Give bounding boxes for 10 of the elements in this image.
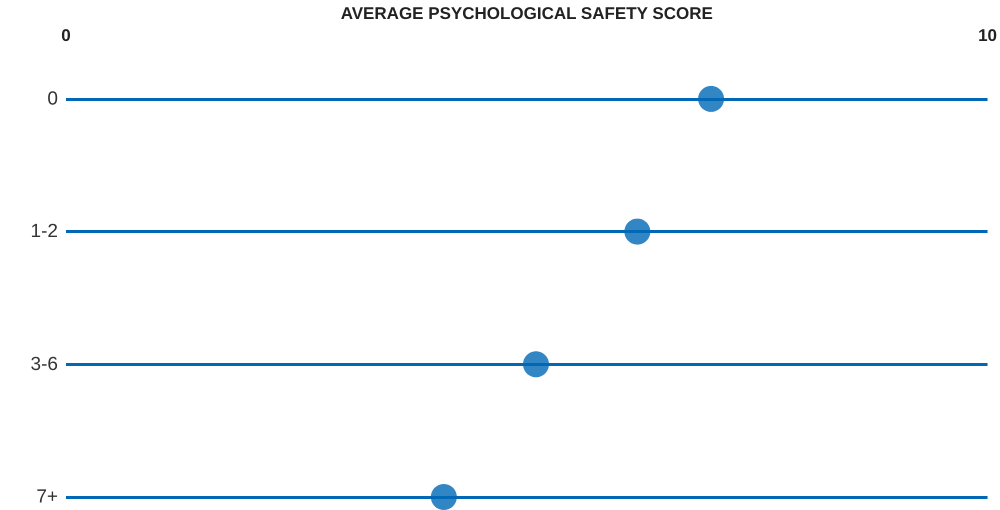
y-tick-label: 1-2	[30, 221, 58, 242]
point	[523, 351, 549, 378]
x-tick-label: 10	[978, 26, 998, 45]
point	[430, 484, 457, 510]
y-tick-label: 0	[47, 88, 58, 110]
point	[698, 86, 724, 112]
x-axis-title: AVERAGE PSYCHOLOGICAL SAFETY SCORE	[340, 4, 713, 23]
point	[624, 218, 650, 245]
y-tick-label: 3-6	[30, 354, 58, 375]
y-tick-label: 7+	[36, 486, 58, 508]
